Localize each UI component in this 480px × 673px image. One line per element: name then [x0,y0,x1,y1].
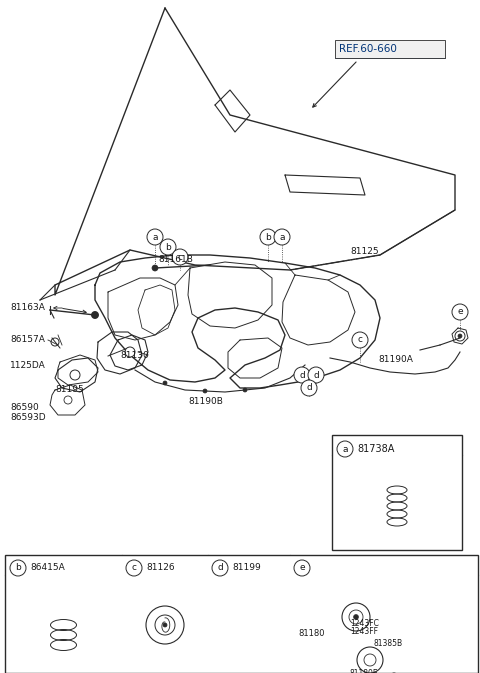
Text: 81126: 81126 [146,563,175,573]
Circle shape [353,614,359,620]
Bar [335,40,445,58]
Text: REF.60-660: REF.60-660 [339,44,397,54]
Text: e: e [299,563,305,573]
Bar [5,555,478,673]
Text: 81738A: 81738A [357,444,395,454]
Text: c: c [358,336,362,345]
Circle shape [458,334,462,338]
Text: d: d [217,563,223,573]
Text: e: e [457,308,463,316]
Circle shape [92,312,98,318]
Text: d: d [313,371,319,380]
Circle shape [260,229,276,245]
Text: 81195: 81195 [55,386,84,394]
Text: d: d [306,384,312,392]
Text: d: d [299,371,305,380]
Circle shape [212,560,228,576]
Circle shape [147,229,163,245]
Circle shape [274,229,290,245]
Text: b: b [15,563,21,573]
Text: 1243FF: 1243FF [350,627,378,635]
Text: 81161B: 81161B [158,256,193,264]
Text: 81125: 81125 [350,248,379,256]
Text: 81199: 81199 [232,563,261,573]
Text: a: a [152,232,158,242]
Circle shape [172,249,188,265]
Text: a: a [342,444,348,454]
Text: 86415A: 86415A [30,563,65,573]
Text: 81180: 81180 [298,629,324,637]
Text: 81190B: 81190B [188,398,223,406]
Circle shape [163,381,167,385]
Circle shape [152,265,158,271]
Circle shape [125,347,135,357]
Text: 81180E: 81180E [350,668,379,673]
Circle shape [163,623,167,627]
Text: 86590: 86590 [10,404,39,413]
Circle shape [203,389,207,393]
Text: 86157A: 86157A [10,336,45,345]
Bar [332,435,462,550]
Text: 1243FC: 1243FC [350,618,379,627]
Text: c: c [132,563,136,573]
Text: 81130: 81130 [120,351,149,359]
Circle shape [452,304,468,320]
Circle shape [294,560,310,576]
Circle shape [160,239,176,255]
Text: a: a [279,232,285,242]
Text: 81163A: 81163A [10,304,45,312]
Text: 1125DA: 1125DA [10,361,46,369]
Text: 81190A: 81190A [378,355,413,365]
Circle shape [301,380,317,396]
Text: b: b [265,232,271,242]
Circle shape [294,367,310,383]
Text: 86593D: 86593D [10,413,46,423]
Text: b: b [165,242,171,252]
Circle shape [10,560,26,576]
Circle shape [352,332,368,348]
Circle shape [308,367,324,383]
Circle shape [126,560,142,576]
Circle shape [337,441,353,457]
Circle shape [243,388,247,392]
Text: 81385B: 81385B [373,639,402,647]
Text: c: c [178,252,182,262]
